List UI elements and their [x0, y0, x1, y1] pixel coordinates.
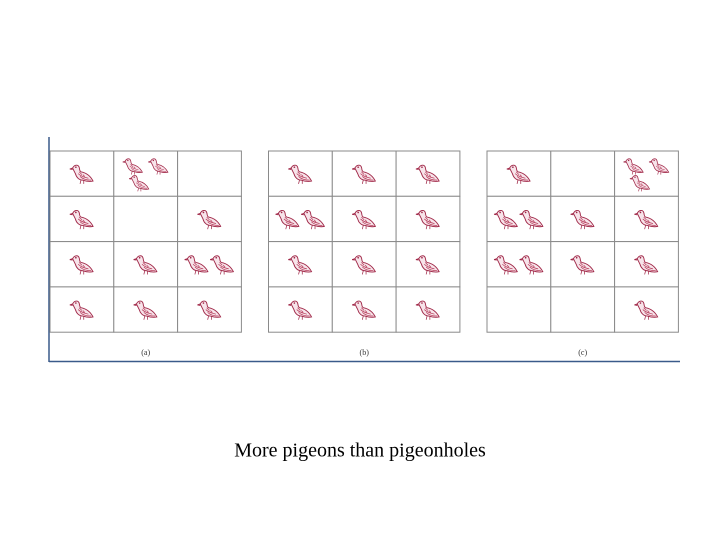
pigeonhole — [177, 286, 242, 333]
pigeonhole — [331, 286, 397, 333]
cell-border — [486, 195, 552, 243]
cell-border — [486, 286, 552, 333]
pigeonhole — [331, 241, 397, 288]
cell-border — [177, 241, 242, 288]
pigeonhole — [113, 286, 179, 333]
grids: (a) (b) (c) — [49, 150, 679, 357]
pigeonhole — [395, 195, 461, 243]
pigeonhole — [550, 241, 616, 288]
cell-border — [550, 150, 616, 197]
pigeonhole — [395, 286, 461, 333]
pigeonhole — [49, 286, 115, 333]
pigeonhole — [486, 150, 552, 197]
pigeonhole — [49, 150, 115, 197]
pigeonhole — [486, 286, 552, 333]
pigeonhole — [550, 286, 616, 333]
pigeonhole — [49, 195, 115, 243]
cell-border — [486, 241, 552, 288]
pigeonhole — [268, 286, 333, 333]
pigeonhole — [395, 150, 461, 197]
pigeonhole — [614, 286, 679, 333]
pigeonhole — [614, 150, 679, 197]
pigeonhole-grid: (c) — [486, 150, 679, 357]
pigeonhole — [177, 241, 242, 288]
pigeonhole — [177, 150, 242, 197]
cell-border — [550, 286, 616, 333]
pigeonhole — [268, 150, 333, 197]
pigeonhole — [331, 150, 397, 197]
cell-border — [177, 150, 242, 197]
pigeonhole — [550, 150, 616, 197]
pigeonhole — [486, 241, 552, 288]
grid-label: (b) — [360, 348, 370, 357]
cell-border — [268, 195, 333, 243]
pigeonhole — [614, 195, 679, 243]
pigeonhole — [49, 241, 115, 288]
pigeonhole — [113, 195, 179, 243]
caption: More pigeons than pigeonholes — [234, 440, 486, 462]
pigeonhole — [268, 195, 333, 243]
pigeonhole — [177, 195, 242, 243]
pigeonhole — [614, 241, 679, 288]
pigeonhole-grid: (b) — [268, 150, 461, 357]
grid-label: (c) — [578, 348, 587, 357]
pigeonhole-grid: (a) — [49, 150, 242, 357]
grid-label: (a) — [141, 348, 150, 357]
pigeonhole — [550, 195, 616, 243]
pigeonhole — [486, 195, 552, 243]
pigeonhole — [113, 150, 179, 197]
pigeonhole — [395, 241, 461, 288]
pigeonhole — [331, 195, 397, 243]
pigeonhole — [268, 241, 333, 288]
cell-border — [113, 195, 179, 243]
pigeonhole — [113, 241, 179, 288]
